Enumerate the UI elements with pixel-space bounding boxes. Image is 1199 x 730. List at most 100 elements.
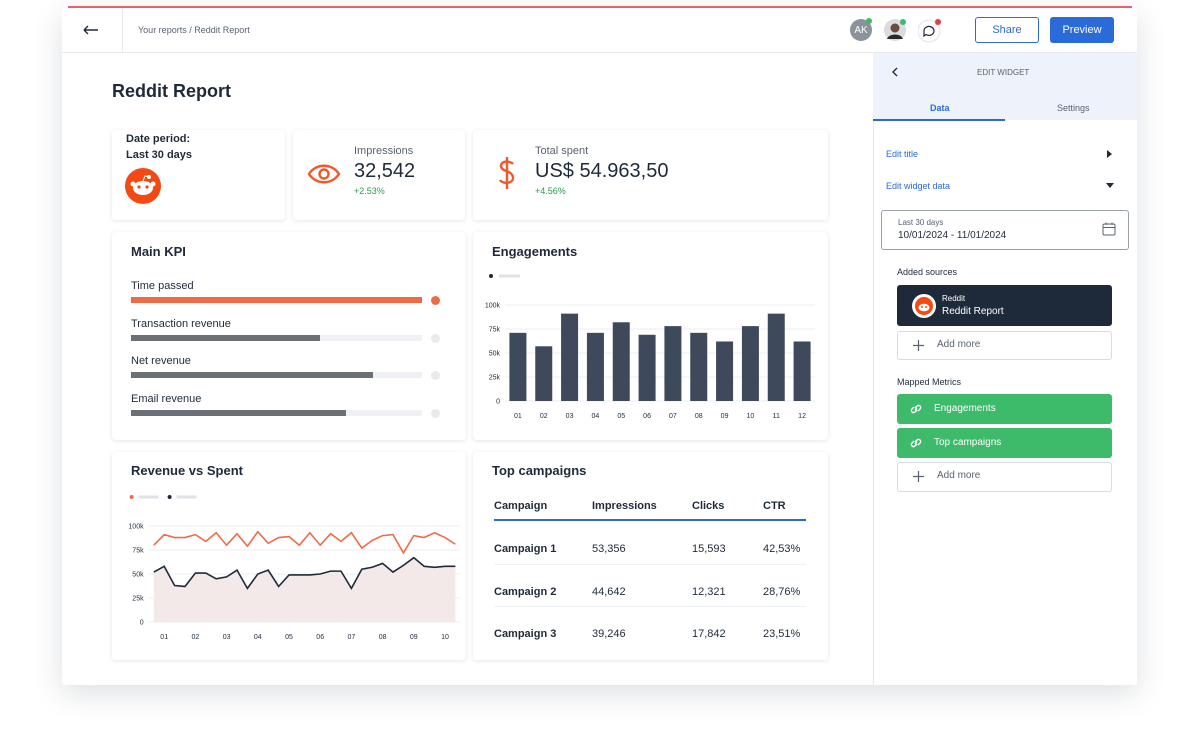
x-tick-label: 05 (285, 634, 293, 641)
metric-label: Top campaigns (934, 437, 1002, 448)
x-tick-label: 09 (410, 634, 418, 641)
avatar-initials: AK (854, 24, 868, 36)
metric-item[interactable] (897, 394, 1112, 424)
link-icon (910, 404, 922, 414)
y-tick-label: 75k (132, 548, 144, 555)
y-tick-label: 75k (489, 327, 501, 334)
date-picker[interactable] (881, 210, 1129, 250)
chart-title: Engagements (492, 244, 578, 259)
date-picker-label: Last 30 days (898, 218, 944, 227)
edit-title-link[interactable]: Edit title (886, 149, 919, 159)
x-tick-label: 10 (441, 634, 449, 641)
x-tick-label: 03 (566, 413, 574, 420)
x-tick-label: 06 (316, 634, 324, 641)
date-picker-value: 10/01/2024 - 11/01/2024 (898, 230, 1007, 241)
chat-icon[interactable] (918, 19, 944, 43)
kpi-label: Email revenue (131, 392, 202, 405)
bar (741, 326, 759, 401)
table-header: Impressions (592, 500, 657, 512)
panel-back[interactable] (890, 67, 900, 77)
x-tick-label: 02 (540, 413, 548, 420)
add-more[interactable] (897, 462, 1112, 492)
y-tick-label: 100k (485, 303, 501, 310)
metric-item[interactable] (897, 428, 1112, 458)
y-tick-label: 0 (496, 399, 500, 406)
table-header: Campaign (494, 500, 548, 512)
date-label: Date period: (126, 133, 191, 145)
preview-button[interactable]: Preview (1050, 17, 1114, 43)
row-separator (494, 606, 806, 607)
table-cell: 39,246 (592, 628, 626, 640)
table-cell: 17,842 (692, 628, 726, 640)
header-underline (494, 519, 806, 521)
kpi-label: Transaction revenue (131, 317, 231, 330)
link-icon (910, 438, 922, 448)
date-value: Last 30 days (126, 149, 193, 161)
table-header: Clicks (692, 500, 725, 512)
kpi-title: Main KPI (131, 244, 186, 259)
source-name: Reddit Report (942, 306, 1004, 317)
tab[interactable]: Data (930, 103, 950, 113)
add-more[interactable] (897, 331, 1112, 360)
table-cell: 53,356 (592, 543, 626, 555)
table-cell: 15,593 (692, 543, 726, 555)
table-cell: 28,76% (763, 585, 801, 598)
x-tick-label: 08 (379, 634, 387, 641)
report-title: Reddit Report (112, 81, 231, 101)
bar (586, 332, 604, 401)
x-tick-label: 11 (773, 413, 780, 420)
chart: 0 25k 50k 75k 100k 01 02 03 04 05 06 07 08 09 10 (128, 495, 461, 641)
table-header: CTR (763, 500, 786, 512)
back-arrow[interactable] (82, 24, 100, 36)
bar (767, 313, 785, 401)
plus-icon (913, 340, 924, 351)
revenue-card (112, 452, 466, 660)
kpi-bar (131, 409, 347, 416)
bar (716, 341, 734, 401)
plus-icon (913, 471, 924, 482)
bar (535, 346, 553, 401)
x-tick-label: 12 (798, 413, 806, 420)
x-tick-label: 04 (592, 413, 600, 420)
x-tick-label: 05 (617, 413, 625, 420)
chart: 0 25k 50k 75k 100k 01 02 03 04 05 06 07 08 09 10 11 12 (485, 274, 815, 420)
preview-label: Preview (1062, 24, 1102, 36)
eye-icon (307, 164, 341, 184)
table-cell: 44,642 (592, 585, 626, 598)
separator (122, 8, 123, 53)
table-cell: 42,53% (763, 543, 801, 555)
stat-value: US$ 54.963,50 (535, 160, 669, 182)
tab[interactable]: Settings (1057, 103, 1090, 113)
calendar-icon (1102, 222, 1116, 236)
share-button[interactable]: Share (975, 17, 1039, 43)
avatar[interactable]: AK (850, 19, 872, 41)
table-title: Top campaigns (492, 463, 587, 478)
top-accent (68, 6, 1132, 8)
kpi-dot (431, 371, 440, 380)
line (153, 556, 456, 591)
stat-change: +4.56% (535, 186, 566, 196)
x-tick-label: 07 (669, 413, 677, 420)
impressions-card (293, 130, 465, 220)
edit-data-link[interactable]: Edit widget data (886, 181, 951, 191)
table-cell: Campaign 3 (494, 628, 557, 640)
breadcrumb[interactable]: Your reports / Reddit Report (138, 25, 250, 35)
x-tick-label: 09 (721, 413, 729, 420)
y-tick-label: 25k (132, 596, 144, 603)
reddit-logo (125, 168, 161, 204)
kpi-bar (131, 334, 321, 341)
area (153, 557, 456, 622)
x-tick-label: 07 (348, 634, 356, 641)
section-title: Added sources (897, 267, 958, 277)
kpi-dot (431, 408, 440, 418)
bar (612, 322, 630, 401)
chart-title: Revenue vs Spent (131, 463, 243, 478)
table-cell: 12,321 (692, 585, 726, 598)
table-cell: 23,51% (763, 628, 801, 640)
table-cell: Campaign 2 (494, 585, 557, 598)
user-photo[interactable] (884, 19, 908, 43)
metric-label: Engagements (934, 403, 996, 414)
bar (561, 313, 579, 401)
share-label: Share (992, 24, 1022, 36)
panel-title: EDIT WIDGET (977, 68, 1030, 77)
